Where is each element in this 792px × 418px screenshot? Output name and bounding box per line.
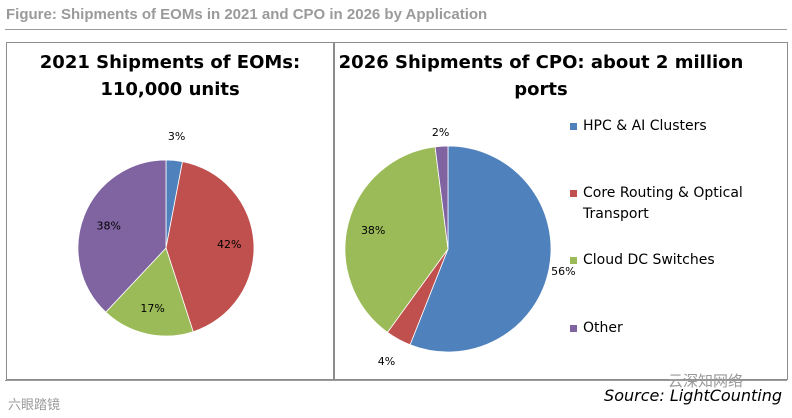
- legend-item-cloud: Cloud DC Switches: [570, 250, 760, 271]
- chart-panel-2021: 2021 Shipments of EOMs: 110,000 units 3%…: [6, 42, 334, 380]
- legend-swatch-cloud: [570, 257, 577, 264]
- legend-item-other: Other: [570, 318, 760, 339]
- legend-item-hpc: HPC & AI Clusters: [570, 116, 760, 137]
- chart-title-2021-line2: 110,000 units: [100, 79, 240, 100]
- chart-title-2021: 2021 Shipments of EOMs: 110,000 units: [7, 49, 333, 103]
- source-note: Source: LightCounting: [604, 386, 782, 405]
- legend-label-hpc: HPC & AI Clusters: [583, 118, 707, 134]
- chart-title-2021-line1: 2021 Shipments of EOMs:: [39, 52, 301, 73]
- watermark-left: 六眼踏镜: [8, 398, 61, 413]
- legend-label-other: Other: [583, 320, 623, 336]
- pie-2021-data-label-core-routing-optical-transport: 42%: [217, 238, 241, 251]
- chart-title-2026-line1: 2026 Shipments of CPO: about 2 million: [338, 52, 744, 73]
- legend-label-core-line2: Transport: [583, 206, 649, 222]
- title-rule: [5, 29, 787, 30]
- pie-2026-slice-cloud-dc-switches: [344, 146, 449, 333]
- pie-2021-data-label-other: 38%: [96, 219, 120, 232]
- legend-swatch-hpc: [570, 123, 577, 130]
- pie-2021-data-label-hpc-ai-clusters: 3%: [168, 130, 185, 143]
- pie-2021-slice-core-routing-optical-transport: [165, 161, 255, 333]
- pie-2026-slice-hpc-ai-clusters: [409, 145, 552, 353]
- pie-2026-data-label-cloud-dc-switches: 38%: [361, 224, 385, 237]
- chart-panel-2026: 2026 Shipments of CPO: about 2 million p…: [334, 42, 788, 380]
- pie-2021-slice-cloud-dc-switches: [105, 247, 194, 337]
- watermark-right: 云深知网络: [668, 372, 744, 390]
- pie-2021-slice-other: [77, 159, 167, 313]
- legend-label-core-line1: Core Routing & Optical: [583, 185, 743, 201]
- legend-swatch-core: [570, 190, 577, 197]
- chart-title-2026-line2: ports: [514, 79, 568, 100]
- pie-chart-2026: 56% 4% 38% 2%: [344, 126, 576, 368]
- chart-title-2026: 2026 Shipments of CPO: about 2 million p…: [335, 49, 747, 103]
- pie-chart-2021: 3% 42% 17% 38%: [77, 130, 255, 337]
- footer-rule: [5, 380, 787, 381]
- pie-2026-data-label-core-routing-optical-transport: 4%: [378, 355, 395, 368]
- pie-2026-slice-other: [434, 145, 449, 250]
- pie-2021-data-label-cloud-dc-switches: 17%: [140, 302, 164, 315]
- pie-2026-data-label-other: 2%: [432, 126, 449, 139]
- legend-swatch-other: [570, 325, 577, 332]
- legend-label-core: Core Routing & Optical Transport: [583, 183, 743, 225]
- pie-2026-data-label-hpc-ai-clusters: 56%: [551, 265, 575, 278]
- legend-label-cloud: Cloud DC Switches: [583, 252, 715, 268]
- figure-title: Figure: Shipments of EOMs in 2021 and CP…: [6, 6, 488, 23]
- legend-item-core: Core Routing & Optical Transport: [570, 183, 760, 225]
